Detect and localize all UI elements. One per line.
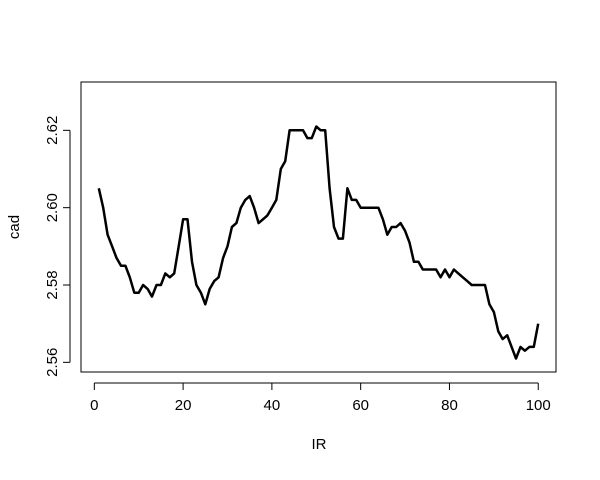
data-points xyxy=(98,125,539,359)
series-line xyxy=(97,125,540,360)
plot-box xyxy=(80,81,557,373)
y-tick-label: 2.62 xyxy=(44,116,61,145)
y-axis: 2.56 2.58 2.60 2.62 xyxy=(44,116,71,377)
x-axis: 0 20 40 60 80 100 xyxy=(90,382,551,414)
y-axis-label: cad xyxy=(6,215,23,239)
y-tick-label: 2.58 xyxy=(44,270,61,299)
x-tick-label: 80 xyxy=(441,397,458,414)
x-axis-label: IR xyxy=(312,436,327,453)
x-tick-label: 100 xyxy=(526,397,551,414)
y-tick-label: 2.56 xyxy=(44,348,61,377)
x-tick-label: 60 xyxy=(352,397,369,414)
x-tick-label: 20 xyxy=(175,397,192,414)
x-tick-label: 0 xyxy=(90,397,98,414)
y-tick-label: 2.60 xyxy=(44,193,61,222)
x-tick-label: 40 xyxy=(264,397,281,414)
